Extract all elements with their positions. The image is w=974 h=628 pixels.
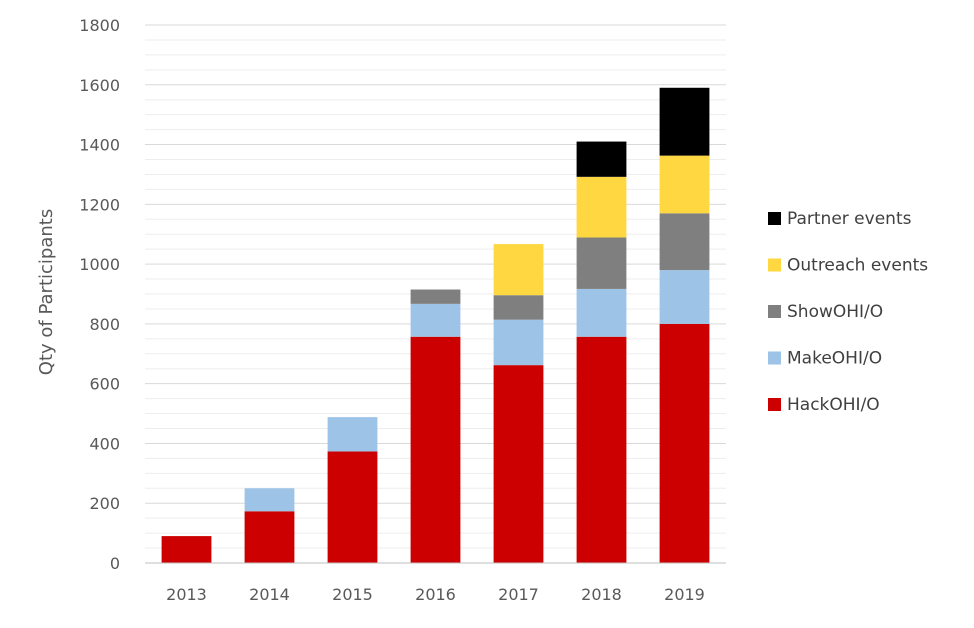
bar-segment-outreach-events-2018 (576, 176, 627, 238)
bar-segment-showohi-o-2018 (576, 237, 627, 289)
bar-segment-showohi-o-2019 (659, 213, 710, 271)
bar-segment-makeohi-o-2014 (244, 488, 295, 512)
legend-label: HackOHI/O (787, 395, 880, 415)
y-tick-label: 800 (89, 315, 120, 334)
y-tick-label: 200 (89, 494, 120, 513)
bar-segment-hackohi-o-2017 (493, 365, 544, 563)
legend-swatch (768, 258, 781, 272)
x-tick-label: 2016 (415, 585, 456, 604)
bars (161, 87, 710, 563)
y-tick-label: 1400 (79, 136, 120, 155)
legend-label: Outreach events (787, 256, 928, 276)
bar-segment-makeohi-o-2017 (493, 319, 544, 366)
axes: 0 200 400 600 800 1000 1200 1400 1600 1800 2013 201… (79, 16, 726, 604)
x-tick-label: 2014 (249, 585, 290, 604)
y-tick-label: 1800 (79, 16, 120, 35)
bar-segment-showohi-o-2017 (493, 295, 544, 320)
legend-swatch (768, 398, 781, 411)
legend: Partner events Outreach events ShowOHI/O Ma… (768, 209, 928, 415)
x-tick-label: 2019 (664, 585, 705, 604)
bar-segment-hackohi-o-2016 (410, 336, 461, 563)
bar-segment-makeohi-o-2018 (576, 288, 627, 337)
y-tick-label: 1200 (79, 195, 120, 214)
bar-segment-hackohi-o-2013 (161, 536, 212, 563)
x-tick-label: 2017 (498, 585, 539, 604)
y-tick-label: 400 (89, 434, 120, 453)
legend-swatch (768, 212, 781, 225)
y-tick-label: 1000 (79, 255, 120, 274)
y-tick-label: 600 (89, 375, 120, 394)
y-tick-label: 1600 (79, 76, 120, 95)
x-tick-label: 2015 (332, 585, 373, 604)
bar-segment-hackohi-o-2014 (244, 511, 295, 563)
legend-label: Partner events (787, 209, 912, 229)
bar-segment-outreach-events-2017 (493, 244, 544, 296)
bar-segment-hackohi-o-2019 (659, 323, 710, 563)
legend-swatch (768, 305, 781, 318)
bar-segment-makeohi-o-2019 (659, 270, 710, 324)
y-tick-label: 0 (110, 554, 120, 573)
bar-segment-makeohi-o-2015 (327, 417, 378, 452)
bar-segment-partner-events-2019 (659, 87, 710, 156)
x-tick-label: 2013 (166, 585, 207, 604)
bar-segment-hackohi-o-2015 (327, 451, 378, 563)
bar-segment-showohi-o-2016 (410, 289, 461, 304)
legend-label: ShowOHI/O (787, 302, 883, 322)
y-axis-title: Qty of Participants (36, 209, 57, 375)
x-tick-label: 2018 (581, 585, 622, 604)
legend-label: MakeOHI/O (787, 349, 882, 369)
bar-segment-makeohi-o-2016 (410, 303, 461, 337)
bar-segment-outreach-events-2019 (659, 155, 710, 214)
bar-segment-partner-events-2018 (576, 141, 627, 177)
bar-segment-hackohi-o-2018 (576, 336, 627, 563)
legend-swatch (768, 351, 781, 365)
